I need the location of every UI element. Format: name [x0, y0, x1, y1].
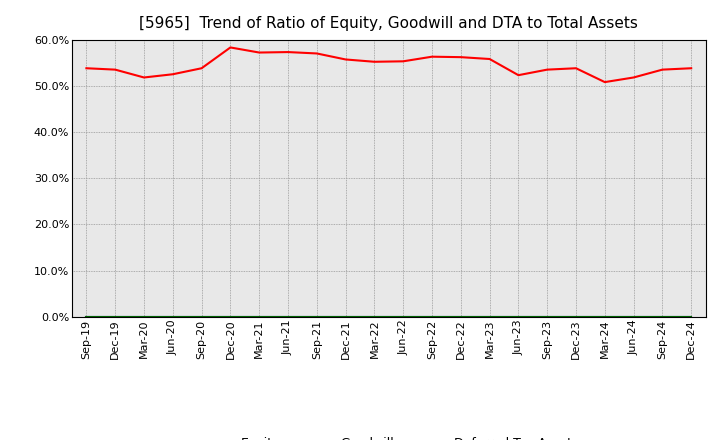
Equity — [629, 75, 638, 80]
Goodwill — [399, 314, 408, 319]
Goodwill — [82, 314, 91, 319]
Goodwill — [600, 314, 609, 319]
Deferred Tax Assets — [658, 314, 667, 319]
Goodwill — [284, 314, 292, 319]
Equity — [600, 80, 609, 85]
Goodwill — [629, 314, 638, 319]
Goodwill — [111, 314, 120, 319]
Deferred Tax Assets — [428, 314, 436, 319]
Deferred Tax Assets — [255, 314, 264, 319]
Deferred Tax Assets — [514, 314, 523, 319]
Equity — [485, 56, 494, 62]
Legend: Equity, Goodwill, Deferred Tax Assets: Equity, Goodwill, Deferred Tax Assets — [194, 432, 583, 440]
Deferred Tax Assets — [312, 314, 321, 319]
Equity — [312, 51, 321, 56]
Deferred Tax Assets — [456, 314, 465, 319]
Deferred Tax Assets — [543, 314, 552, 319]
Goodwill — [370, 314, 379, 319]
Deferred Tax Assets — [572, 314, 580, 319]
Deferred Tax Assets — [111, 314, 120, 319]
Goodwill — [572, 314, 580, 319]
Deferred Tax Assets — [485, 314, 494, 319]
Goodwill — [341, 314, 350, 319]
Equity — [514, 73, 523, 78]
Goodwill — [140, 314, 148, 319]
Goodwill — [658, 314, 667, 319]
Equity — [658, 67, 667, 72]
Equity — [370, 59, 379, 64]
Equity — [82, 66, 91, 71]
Goodwill — [168, 314, 177, 319]
Deferred Tax Assets — [341, 314, 350, 319]
Equity — [456, 55, 465, 60]
Goodwill — [428, 314, 436, 319]
Goodwill — [543, 314, 552, 319]
Deferred Tax Assets — [82, 314, 91, 319]
Deferred Tax Assets — [399, 314, 408, 319]
Line: Equity: Equity — [86, 48, 691, 82]
Goodwill — [456, 314, 465, 319]
Equity — [284, 49, 292, 55]
Deferred Tax Assets — [226, 314, 235, 319]
Goodwill — [197, 314, 206, 319]
Deferred Tax Assets — [687, 314, 696, 319]
Deferred Tax Assets — [600, 314, 609, 319]
Equity — [255, 50, 264, 55]
Deferred Tax Assets — [140, 314, 148, 319]
Equity — [168, 72, 177, 77]
Goodwill — [312, 314, 321, 319]
Equity — [572, 66, 580, 71]
Equity — [140, 75, 148, 80]
Equity — [341, 57, 350, 62]
Equity — [111, 67, 120, 72]
Equity — [399, 59, 408, 64]
Equity — [197, 66, 206, 71]
Equity — [428, 54, 436, 59]
Deferred Tax Assets — [370, 314, 379, 319]
Goodwill — [687, 314, 696, 319]
Deferred Tax Assets — [168, 314, 177, 319]
Equity — [687, 66, 696, 71]
Deferred Tax Assets — [629, 314, 638, 319]
Title: [5965]  Trend of Ratio of Equity, Goodwill and DTA to Total Assets: [5965] Trend of Ratio of Equity, Goodwil… — [140, 16, 638, 32]
Goodwill — [514, 314, 523, 319]
Equity — [226, 45, 235, 50]
Goodwill — [485, 314, 494, 319]
Equity — [543, 67, 552, 72]
Deferred Tax Assets — [197, 314, 206, 319]
Goodwill — [255, 314, 264, 319]
Deferred Tax Assets — [284, 314, 292, 319]
Goodwill — [226, 314, 235, 319]
